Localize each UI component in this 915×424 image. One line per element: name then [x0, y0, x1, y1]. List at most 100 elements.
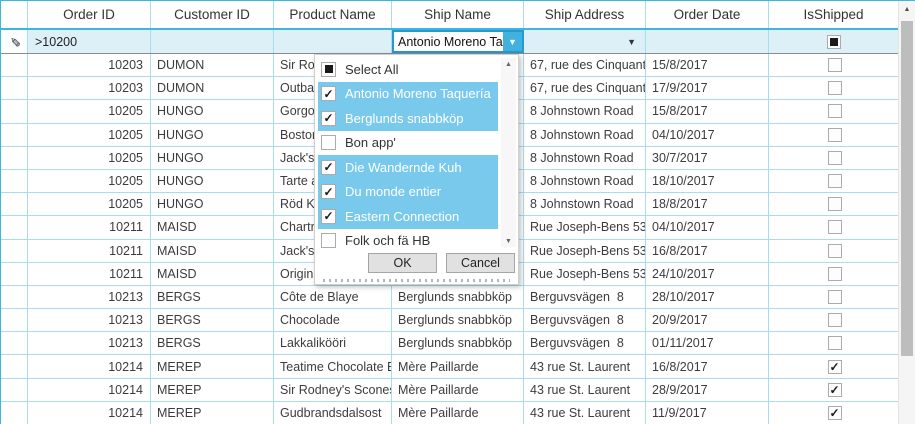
cell-product-name[interactable]: Teatime Chocolate Biscu: [274, 355, 392, 378]
cell-ship-name[interactable]: [392, 169, 524, 193]
cell-product-name[interactable]: Lakkalikööri: [274, 332, 392, 355]
filter-cell-isshipped[interactable]: [769, 30, 899, 53]
cell-customer-id[interactable]: BERGS: [151, 285, 274, 309]
filter-item-checkbox[interactable]: [321, 159, 336, 175]
row-indicator-cell[interactable]: [1, 378, 28, 401]
cell-customer-id[interactable]: MAISD: [151, 262, 274, 285]
cell-ship-address[interactable]: 43 rue St. Laurent: [524, 401, 646, 424]
cell-ship-address[interactable]: 43 rue St. Laurent: [524, 355, 646, 378]
cell-isshipped[interactable]: [769, 355, 899, 378]
ok-button[interactable]: OK: [368, 253, 437, 273]
cell-order-id[interactable]: 10214: [28, 401, 151, 424]
filter-list-item[interactable]: Die Wandernde Kuh: [318, 155, 498, 180]
row-indicator-cell[interactable]: [1, 332, 28, 355]
cell-ship-name[interactable]: [392, 262, 524, 285]
column-header-customer-id[interactable]: Customer ID: [151, 1, 274, 28]
cell-ship-name[interactable]: Berglunds snabbköp: [392, 309, 524, 332]
cell-ship-name[interactable]: [392, 239, 524, 262]
cell-customer-id[interactable]: HUNGO: [151, 169, 274, 193]
row-indicator-cell[interactable]: [1, 100, 28, 123]
filter-item-checkbox[interactable]: [321, 135, 336, 151]
row-indicator-cell[interactable]: [1, 169, 28, 193]
column-header-ship-address[interactable]: Ship Address: [524, 1, 646, 28]
filter-list-item[interactable]: Eastern Connection: [318, 204, 498, 229]
cell-order-date[interactable]: 30/7/2017: [646, 146, 769, 169]
cell-order-date[interactable]: 28/9/2017: [646, 378, 769, 401]
row-indicator-cell[interactable]: [1, 355, 28, 378]
table-row[interactable]: 10214 MEREP Gudbrandsdalsost Mère Paillarde…: [1, 401, 915, 424]
cell-customer-id[interactable]: MEREP: [151, 355, 274, 378]
filter-cell-order-id[interactable]: >10200: [28, 30, 151, 53]
row-indicator-cell[interactable]: [1, 262, 28, 285]
cell-isshipped[interactable]: [769, 123, 899, 146]
cell-customer-id[interactable]: HUNGO: [151, 146, 274, 169]
table-row[interactable]: 10213 BERGS Chocolade Berglunds snabbköp Ber…: [1, 309, 915, 333]
cell-ship-name[interactable]: [392, 123, 524, 146]
isshipped-checkbox[interactable]: [827, 243, 842, 258]
row-indicator-cell[interactable]: [1, 216, 28, 239]
filter-item-checkbox[interactable]: [321, 233, 336, 249]
cell-order-id[interactable]: 10214: [28, 355, 151, 378]
cell-order-id[interactable]: 10203: [28, 54, 151, 77]
isshipped-checkbox[interactable]: [827, 104, 842, 119]
cell-ship-address[interactable]: 8 Johnstown Road: [524, 169, 646, 193]
cell-product-name[interactable]: Chocolade: [274, 309, 392, 332]
row-indicator-cell[interactable]: [1, 309, 28, 332]
cell-order-id[interactable]: 10213: [28, 285, 151, 309]
cell-ship-name[interactable]: [392, 216, 524, 239]
cell-order-id[interactable]: 10205: [28, 100, 151, 123]
cell-isshipped[interactable]: [769, 378, 899, 401]
cell-isshipped[interactable]: [769, 146, 899, 169]
chevron-down-icon[interactable]: ▼: [627, 36, 636, 47]
cell-ship-address[interactable]: 8 Johnstown Road: [524, 146, 646, 169]
cell-order-date[interactable]: 04/10/2017: [646, 123, 769, 146]
isshipped-checkbox[interactable]: [827, 405, 842, 420]
cell-ship-address[interactable]: Rue Joseph-Bens 532: [524, 262, 646, 285]
filter-cell-order-date[interactable]: [646, 30, 769, 53]
cell-ship-address[interactable]: Berguvsvägen 8: [524, 309, 646, 332]
isshipped-checkbox[interactable]: [827, 220, 842, 235]
isshipped-filter-checkbox[interactable]: [826, 34, 841, 49]
row-indicator-cell[interactable]: [1, 401, 28, 424]
cell-ship-address[interactable]: 43 rue St. Laurent: [524, 378, 646, 401]
filter-cell-ship-address[interactable]: ▼: [524, 30, 646, 53]
cell-isshipped[interactable]: [769, 262, 899, 285]
cell-order-id[interactable]: 10213: [28, 309, 151, 332]
cell-order-id[interactable]: 10211: [28, 239, 151, 262]
cell-order-date[interactable]: 18/10/2017: [646, 169, 769, 193]
cell-isshipped[interactable]: [769, 193, 899, 216]
cell-isshipped[interactable]: [769, 239, 899, 262]
filter-list-item[interactable]: Antonio Moreno Taquería: [318, 81, 498, 106]
cell-order-id[interactable]: 10213: [28, 332, 151, 355]
isshipped-checkbox[interactable]: [827, 197, 842, 212]
filter-cell-product-name[interactable]: [274, 30, 392, 53]
cell-order-id[interactable]: 10214: [28, 378, 151, 401]
cell-ship-name[interactable]: [392, 193, 524, 216]
scrollbar-thumb[interactable]: [901, 21, 913, 356]
cell-order-date[interactable]: 15/8/2017: [646, 54, 769, 77]
cell-ship-name[interactable]: Berglunds snabbköp: [392, 332, 524, 355]
cell-isshipped[interactable]: [769, 77, 899, 100]
cell-ship-address[interactable]: 67, rue des Cinquante C: [524, 77, 646, 100]
cell-customer-id[interactable]: BERGS: [151, 332, 274, 355]
cell-ship-name[interactable]: [392, 77, 524, 100]
cell-order-date[interactable]: 15/8/2017: [646, 100, 769, 123]
column-header-product-name[interactable]: Product Name: [274, 1, 392, 28]
popup-scrollbar[interactable]: ▲ ▼: [501, 58, 516, 247]
isshipped-checkbox[interactable]: [827, 289, 842, 304]
cell-isshipped[interactable]: [769, 285, 899, 309]
isshipped-checkbox[interactable]: [827, 336, 842, 351]
cell-ship-address[interactable]: 8 Johnstown Road: [524, 100, 646, 123]
isshipped-checkbox[interactable]: [827, 382, 842, 397]
cell-order-date[interactable]: 20/9/2017: [646, 309, 769, 332]
column-header-ship-name[interactable]: Ship Name: [392, 1, 524, 28]
cell-order-date[interactable]: 04/10/2017: [646, 216, 769, 239]
cell-ship-name[interactable]: Mère Paillarde: [392, 355, 524, 378]
filter-list-item[interactable]: Berglunds snabbköp: [318, 106, 498, 131]
row-indicator-cell[interactable]: [1, 123, 28, 146]
ship-name-filter-dropdown-button[interactable]: ▼: [503, 32, 522, 51]
cell-product-name[interactable]: Sir Rodney's Scones: [274, 378, 392, 401]
cell-customer-id[interactable]: DUMON: [151, 54, 274, 77]
table-row[interactable]: 10213 BERGS Lakkalikööri Berglunds snabbköp…: [1, 332, 915, 356]
cell-isshipped[interactable]: [769, 309, 899, 332]
